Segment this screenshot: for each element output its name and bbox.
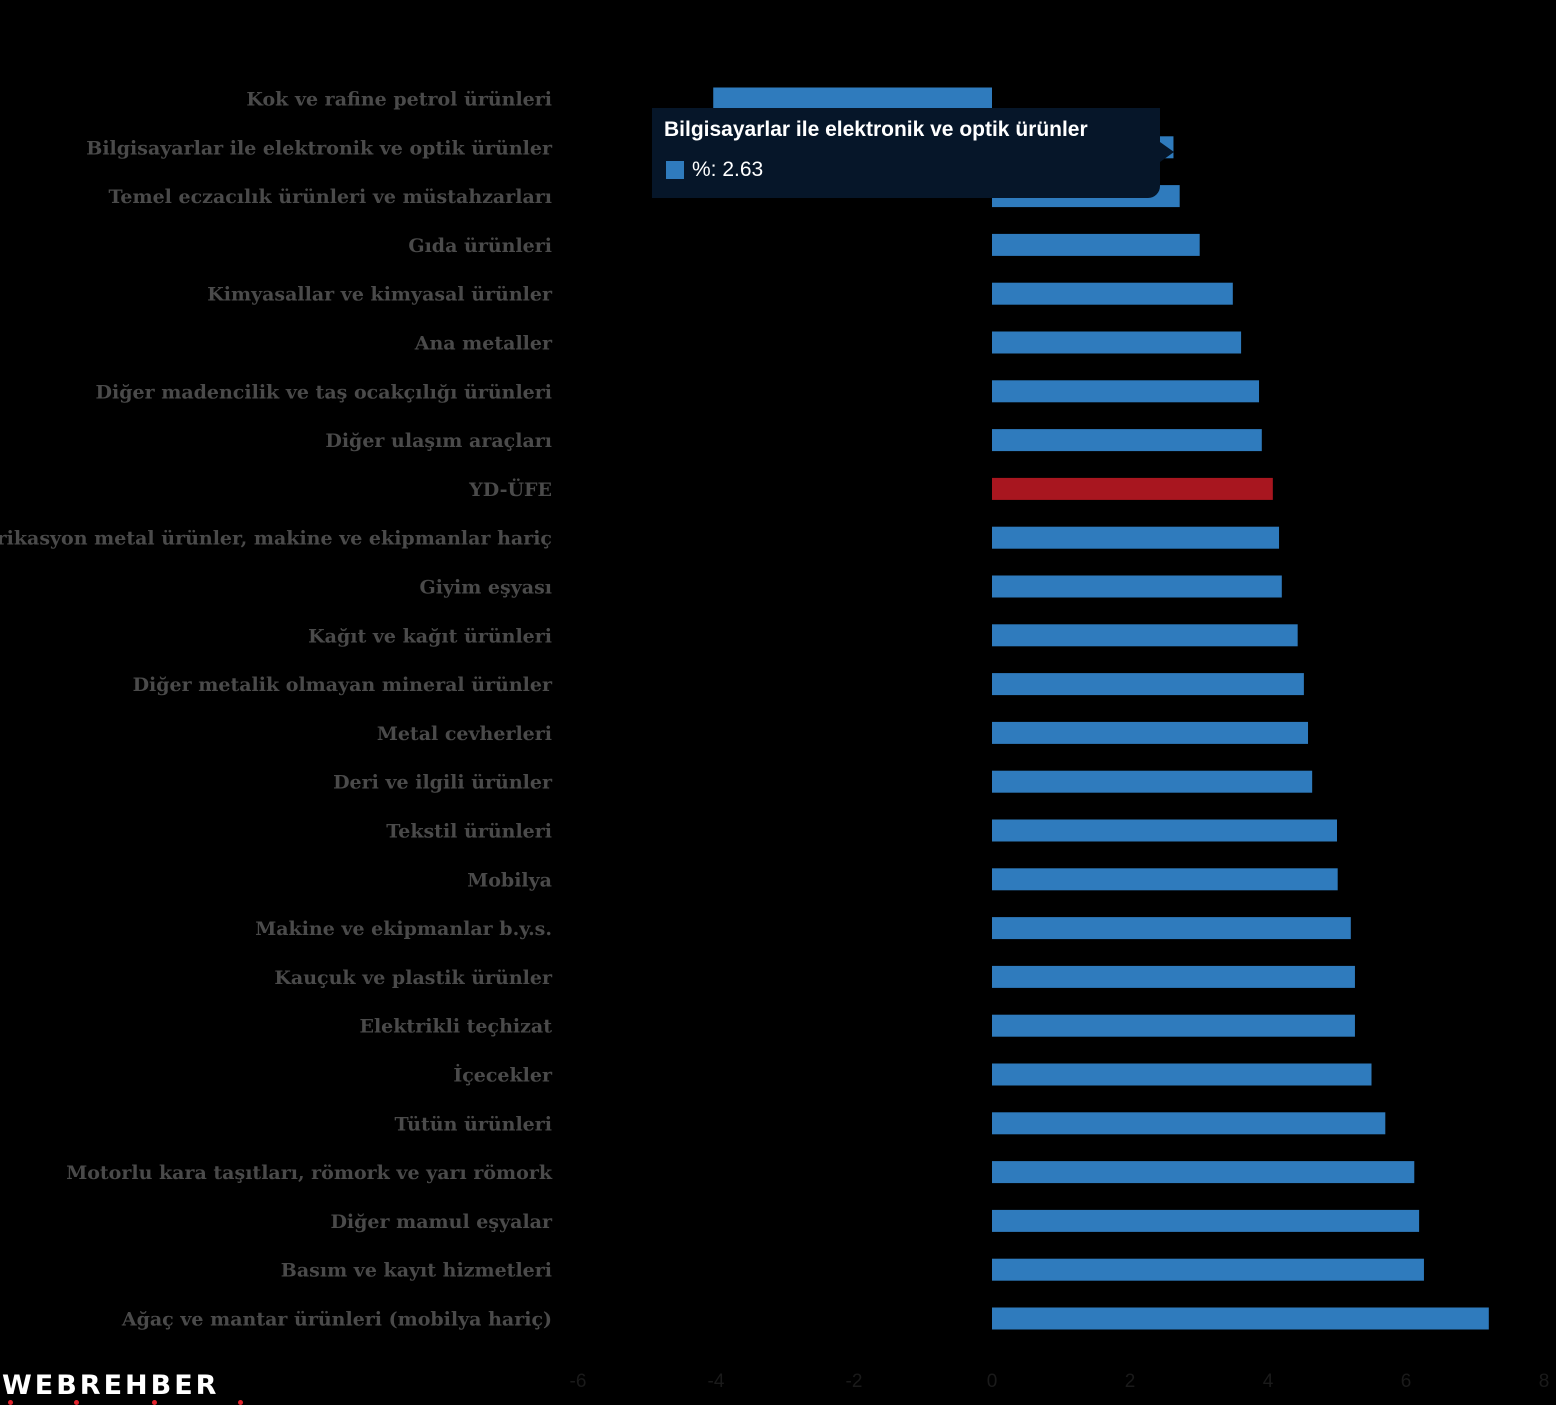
- x-axis-ticks: -6 -4 -2 0 2 4 6 8: [570, 1371, 1550, 1392]
- bar[interactable]: [992, 673, 1304, 696]
- bar[interactable]: [992, 917, 1351, 940]
- category-label: Kauçuk ve plastik ürünler: [274, 967, 553, 989]
- bar[interactable]: [992, 1161, 1415, 1184]
- x-tick-label: 4: [1263, 1371, 1274, 1392]
- category-label: YD-ÜFE: [468, 478, 552, 501]
- x-tick-label: -2: [846, 1371, 863, 1392]
- category-label: Diğer metalik olmayan mineral ürünler: [133, 674, 553, 696]
- category-label: Elektrikli teçhizat: [359, 1016, 552, 1038]
- category-labels: Kok ve rafine petrol ürünleri Bilgisayarl…: [0, 89, 553, 1331]
- webrehber-logo: WEBREHBER: [2, 1370, 243, 1405]
- bar[interactable]: [992, 721, 1309, 744]
- bar[interactable]: [992, 819, 1337, 842]
- category-label: Gıda ürünleri: [408, 235, 552, 257]
- x-tick-label: -4: [708, 1371, 725, 1392]
- category-label: Ana metaller: [414, 333, 553, 355]
- bar[interactable]: [992, 380, 1260, 403]
- bar[interactable]: [992, 233, 1200, 256]
- category-label: Tekstil ürünleri: [386, 821, 552, 843]
- logo-dot: [152, 1400, 157, 1405]
- tooltip-value-row: %: 2.63: [666, 158, 763, 182]
- bar[interactable]: [992, 282, 1233, 305]
- category-label: Kimyasallar ve kimyasal ürünler: [207, 284, 553, 306]
- bar[interactable]: [992, 429, 1262, 452]
- x-tick-label: 0: [987, 1371, 998, 1392]
- category-label: Temel eczacılık ürünleri ve müstahzarlar…: [108, 186, 552, 208]
- bar[interactable]: [992, 770, 1313, 793]
- category-label: Diğer ulaşım araçları: [325, 430, 552, 452]
- category-label: Metal cevherleri: [377, 723, 552, 745]
- tooltip-swatch: [666, 161, 684, 179]
- category-label: Basım ve kayıt hizmetleri: [281, 1260, 552, 1282]
- bar[interactable]: [992, 1209, 1420, 1232]
- logo-dot: [238, 1400, 243, 1405]
- logo-dot: [8, 1400, 13, 1405]
- category-label: Fabrikasyon metal ürünler, makine ve eki…: [0, 528, 552, 550]
- tooltip-value: %: 2.63: [692, 158, 764, 181]
- bar[interactable]: [992, 1014, 1355, 1037]
- bar[interactable]: [992, 1112, 1386, 1135]
- tooltip: Bilgisayarlar ile elektronik ve optik ür…: [652, 108, 1160, 198]
- bar[interactable]: [992, 526, 1280, 549]
- x-tick-label: -6: [570, 1371, 587, 1392]
- category-label: Ağaç ve mantar ürünleri (mobilya hariç): [121, 1309, 552, 1331]
- logo-text: WEBREHBER: [2, 1370, 220, 1401]
- x-tick-label: 6: [1401, 1371, 1412, 1392]
- bar[interactable]: [992, 624, 1298, 647]
- category-label: Deri ve ilgili ürünler: [333, 772, 553, 794]
- x-tick-label: 2: [1125, 1371, 1136, 1392]
- category-label: Motorlu kara taşıtları, römork ve yarı r…: [66, 1162, 553, 1184]
- category-label: Mobilya: [467, 869, 552, 891]
- bar[interactable]: [992, 1307, 1489, 1330]
- tooltip-pointer: [1160, 142, 1174, 162]
- category-label: Giyim eşyası: [420, 577, 552, 599]
- bars: [713, 87, 1489, 1330]
- x-tick-label: 8: [1539, 1371, 1550, 1392]
- tooltip-title: Bilgisayarlar ile elektronik ve optik ür…: [664, 118, 1088, 141]
- bar[interactable]: [992, 575, 1282, 598]
- category-label: Kağıt ve kağıt ürünleri: [308, 625, 552, 647]
- bar[interactable]: [992, 477, 1273, 500]
- category-label: Diğer mamul eşyalar: [330, 1211, 553, 1233]
- category-label: Makine ve ekipmanlar b.y.s.: [255, 918, 552, 940]
- category-label: Kok ve rafine petrol ürünleri: [246, 89, 552, 111]
- bar[interactable]: [992, 868, 1338, 891]
- bar[interactable]: [713, 87, 992, 110]
- bar[interactable]: [992, 1258, 1424, 1281]
- bar[interactable]: [992, 965, 1355, 988]
- category-label: Tütün ürünleri: [395, 1113, 553, 1135]
- bar[interactable]: [992, 1063, 1372, 1086]
- category-label: İçecekler: [453, 1064, 553, 1087]
- category-label: Diğer madencilik ve taş ocakçılığı ürünl…: [96, 381, 552, 403]
- category-label: Bilgisayarlar ile elektronik ve optik ür…: [86, 137, 553, 159]
- bar[interactable]: [992, 331, 1242, 354]
- logo-dot: [74, 1400, 79, 1405]
